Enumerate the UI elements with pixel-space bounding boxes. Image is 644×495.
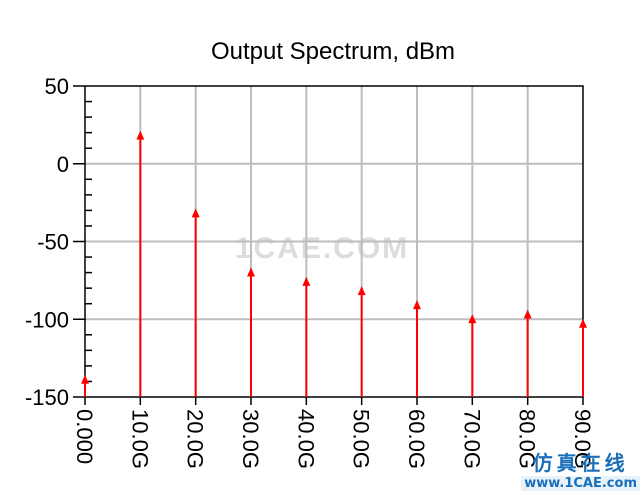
x-tick-label: 60.0G [404,409,429,469]
logo-url-text: www.1CAE.com [521,476,640,491]
spectrum-arrowhead [81,374,89,384]
x-tick-label: 70.0G [459,409,484,469]
spectrum-arrowhead [247,267,255,277]
spectrum-arrowhead [579,318,587,328]
x-tick-label: 90.0G [570,409,595,469]
x-tick-label: 40.0G [293,409,318,469]
y-tick-label: -100 [25,307,69,332]
y-tick-label: -50 [37,230,69,255]
spectrum-arrowhead [136,130,145,140]
chart-title: Output Spectrum, dBm [211,38,455,65]
x-tick-label: 30.0G [238,409,263,469]
grid-layer [85,86,583,397]
watermark-text: 1CAE.COM [235,232,409,265]
y-tick-label: 50 [45,74,69,99]
spectrum-arrowhead [413,300,421,310]
site-logo: 仿真在线 www.1CAE.com [521,447,640,491]
y-tick-label: 0 [57,152,69,177]
spectrum-arrowhead [302,276,311,286]
spectrum-arrowhead [523,309,532,319]
spectrum-arrowhead [191,208,200,218]
spectrum-arrowhead [468,314,477,324]
spectrum-arrowhead [357,286,366,296]
x-tick-label: 0.000 [72,409,97,464]
stem-layer [81,130,587,397]
x-tick-label: 10.0G [127,409,152,469]
x-tick-label: 50.0G [349,409,374,469]
logo-chinese-text: 仿真在线 [532,451,629,475]
x-tick-label: 20.0G [183,409,208,469]
x-tick-label: 80.0G [515,409,540,469]
y-tick-label: -150 [25,385,69,410]
